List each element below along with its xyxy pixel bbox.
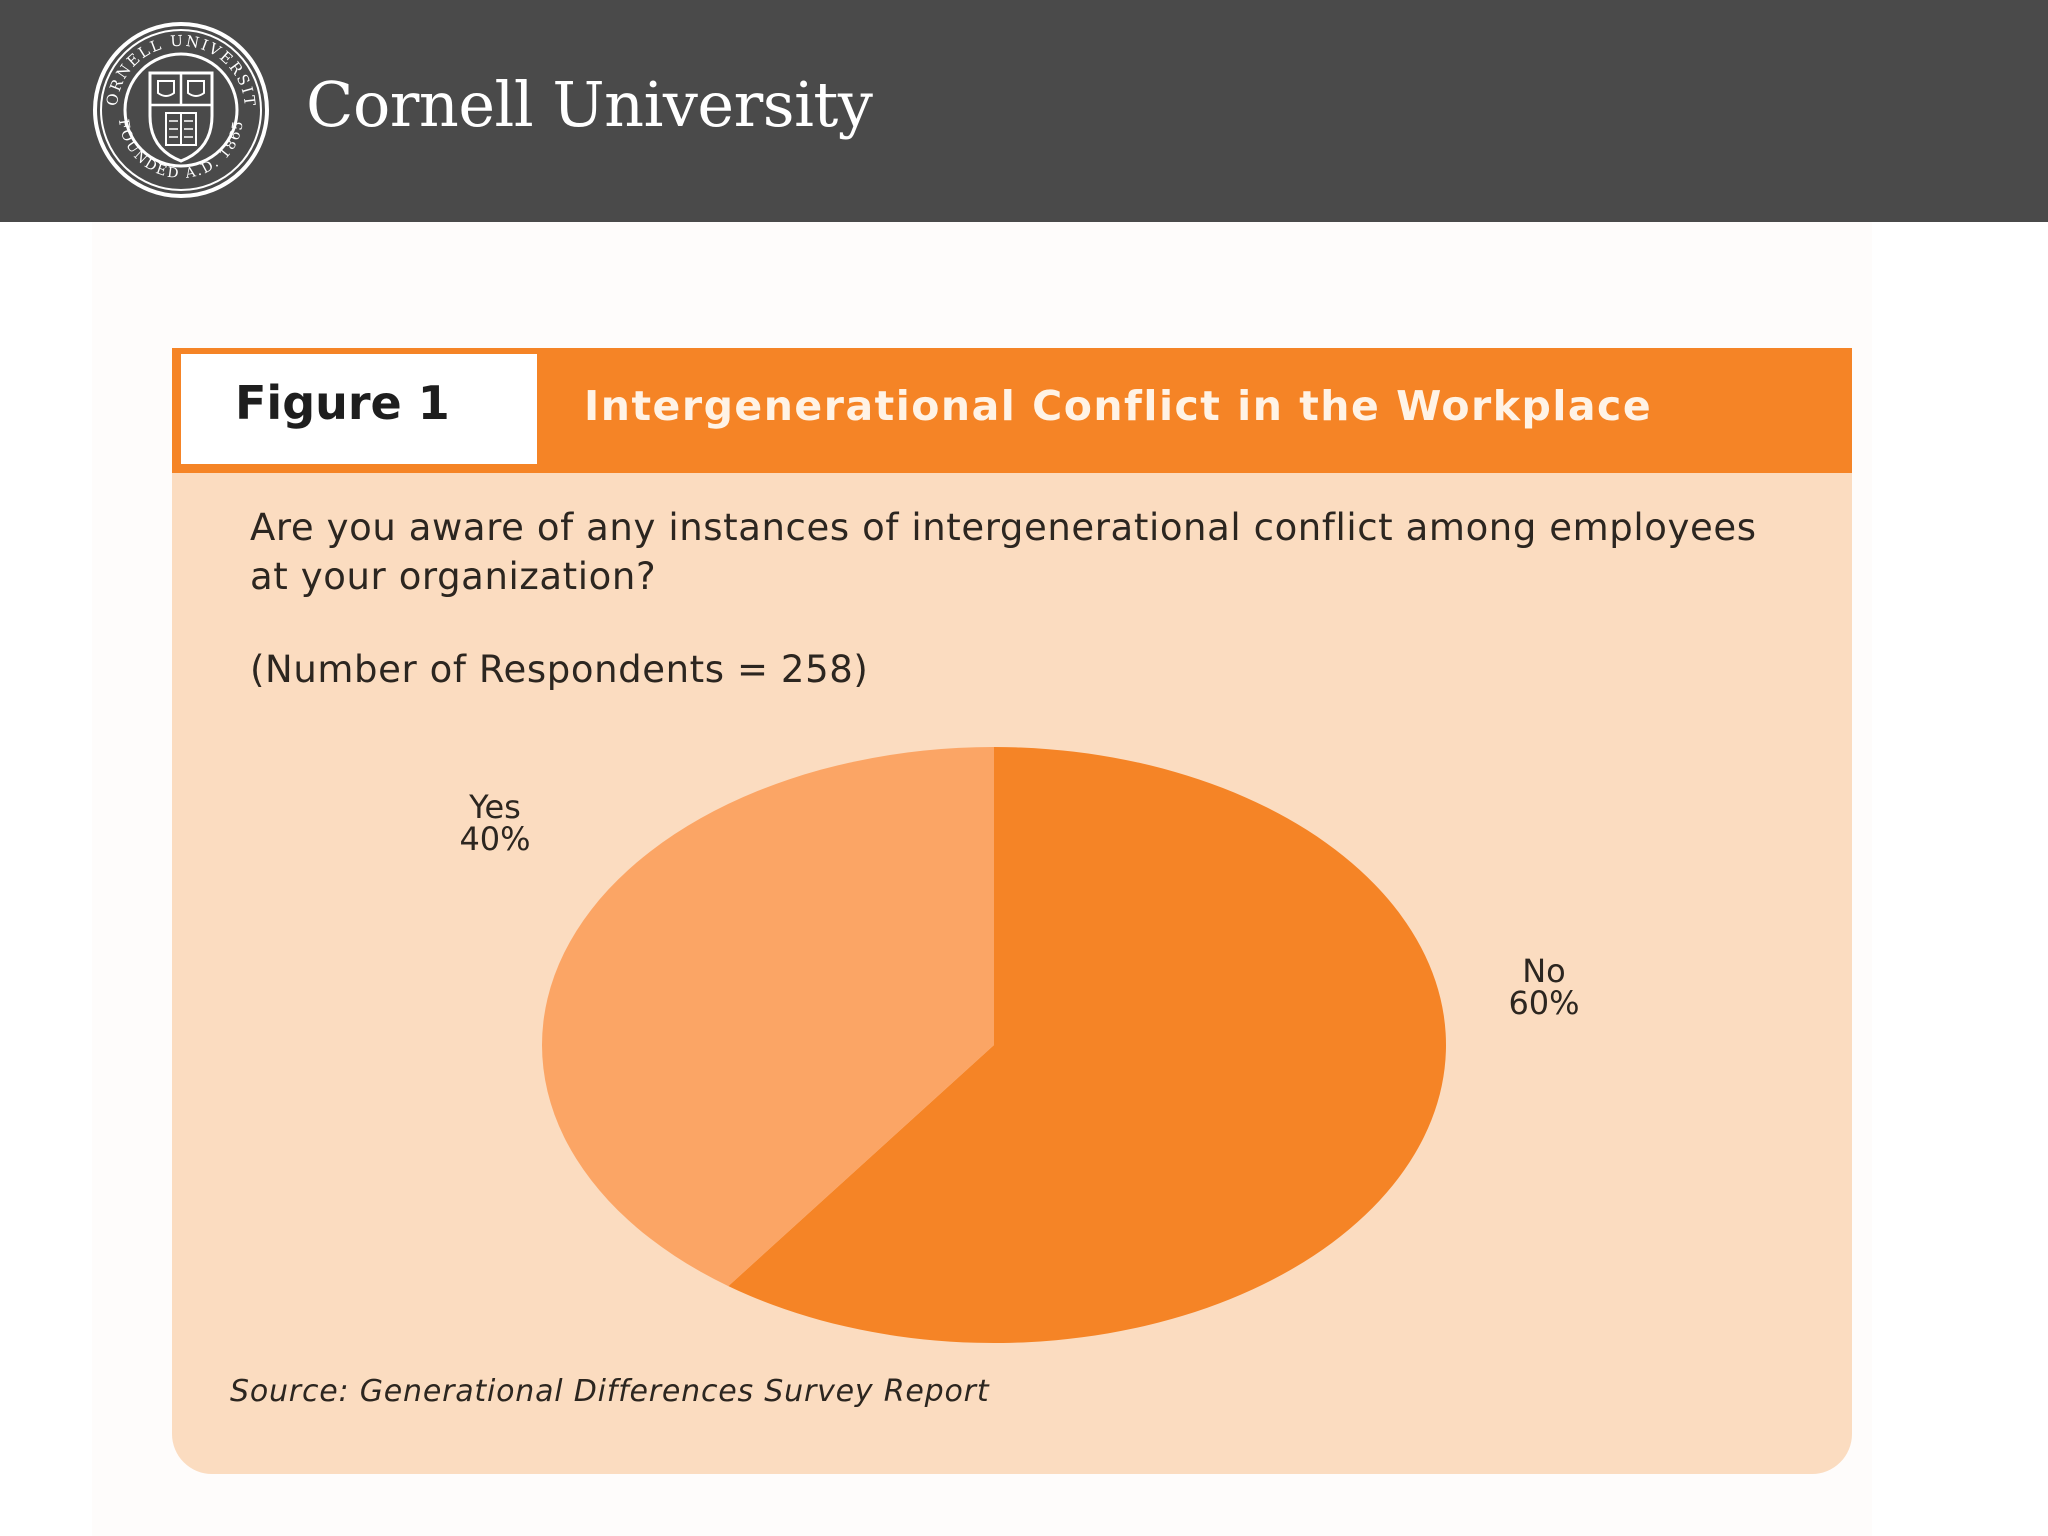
figure-title: Intergenerational Conflict in the Workpl…	[584, 382, 1653, 430]
cornell-seal-logo: CORNELL UNIVERSITY FOUNDED A.D. 1865	[92, 21, 269, 198]
figure-label: Figure 1	[235, 376, 450, 430]
figure-label-box: Figure 1	[181, 354, 537, 464]
slice-value-yes: 40%	[459, 820, 530, 858]
slice-value-no: 60%	[1508, 984, 1579, 1022]
figure-banner: Figure 1 Intergenerational Conflict in t…	[172, 348, 1852, 473]
slice-label-no: No	[1522, 952, 1566, 990]
university-name: Cornell University	[306, 68, 873, 141]
figure-source: Source: Generational Differences Survey …	[230, 1374, 990, 1409]
figure-panel: Figure 1 Intergenerational Conflict in t…	[172, 348, 1852, 1474]
pie-slice-yes	[542, 747, 994, 1287]
respondent-count: (Number of Respondents = 258)	[250, 648, 869, 691]
header-bar: CORNELL UNIVERSITY FOUNDED A.D. 1865 Cor…	[0, 0, 2048, 222]
pie-slice-no	[728, 747, 1446, 1343]
survey-question: Are you aware of any instances of interg…	[250, 506, 1757, 598]
slice-label-yes: Yes	[468, 788, 521, 826]
